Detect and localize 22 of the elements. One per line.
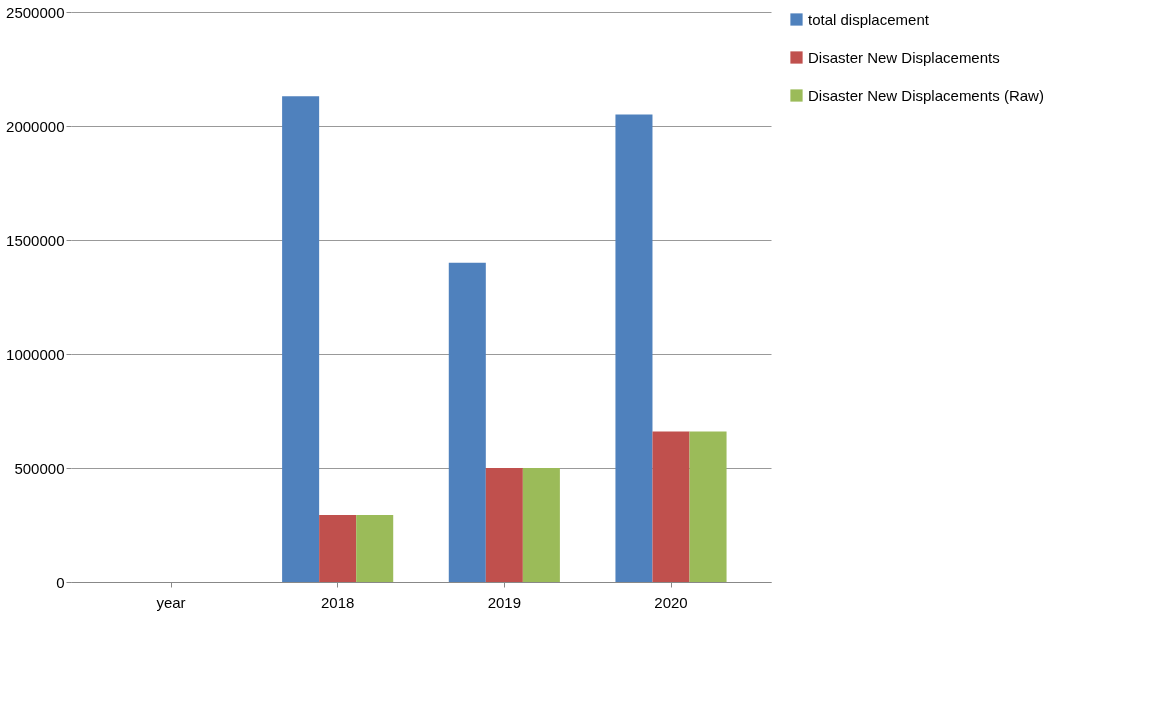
x-tick-label: 2020	[654, 593, 688, 611]
x-tick-label: 2019	[487, 593, 522, 611]
y-tick-label: 0	[56, 573, 65, 591]
bar	[522, 468, 560, 582]
legend-label: Disaster New Displacements (Raw)	[808, 86, 1044, 104]
bar	[448, 262, 486, 582]
legend-label: total displacement	[808, 10, 930, 28]
y-tick-label: 500000	[14, 459, 65, 477]
y-tick-label: 1500000	[6, 231, 65, 249]
legend-label: Disaster New Displacements	[808, 48, 1000, 66]
y-tick-label: 1000000	[6, 345, 65, 363]
x-tick-label: year	[156, 593, 186, 611]
bar	[615, 114, 653, 582]
bar	[282, 96, 320, 582]
x-tick-label: 2018	[320, 593, 355, 611]
y-tick-label: 2500000	[6, 3, 65, 21]
bar	[319, 514, 357, 582]
bar	[356, 514, 394, 582]
bar	[485, 468, 523, 582]
bar	[652, 431, 690, 582]
bar	[689, 431, 727, 582]
y-tick-label: 2000000	[6, 117, 65, 135]
